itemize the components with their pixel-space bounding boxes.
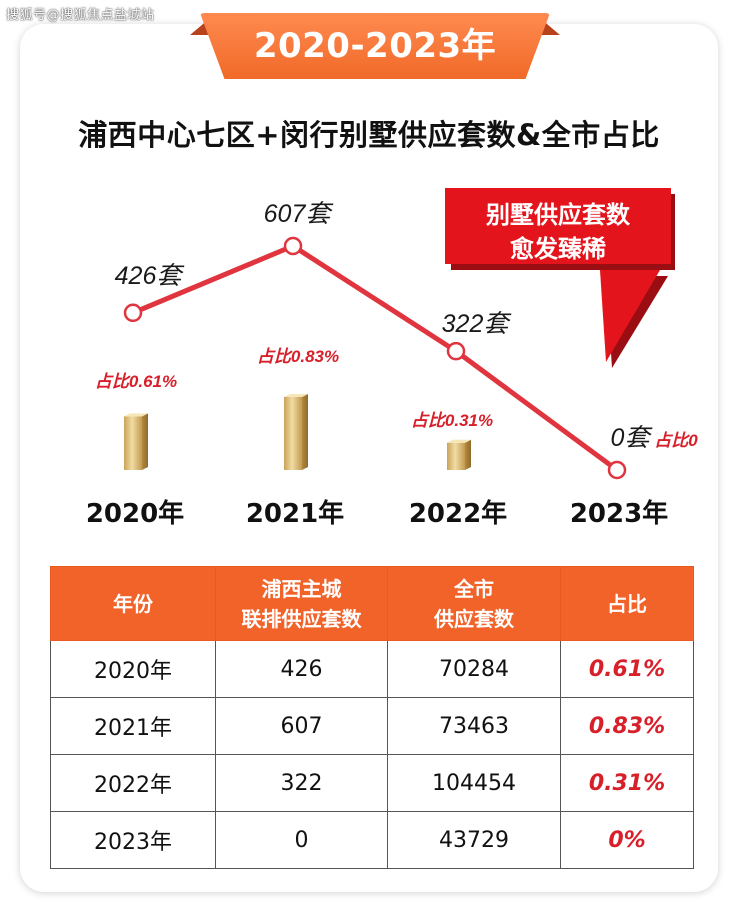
- cell-city-supply: 104454: [387, 754, 561, 812]
- cell-ratio: 0%: [560, 811, 694, 869]
- callout-box: 别墅供应套数 愈发臻稀: [445, 188, 681, 282]
- x-tick-label-2: 2022年: [409, 498, 507, 529]
- bar-2: [447, 442, 465, 470]
- ratio-label-3: 占比0: [654, 431, 698, 450]
- banner-tab: [200, 13, 550, 79]
- header-line: 全市: [454, 576, 494, 601]
- header-city-supply: 全市 供应套数: [387, 566, 561, 641]
- cell-ratio: 0.61%: [560, 640, 694, 698]
- cell-ratio: 0.83%: [560, 697, 694, 755]
- callout-shape: [445, 188, 675, 270]
- data-table: 年份 浦西主城联排供应套数 全市供应套数 占比 2020年 426 70284 0.6…: [50, 566, 694, 869]
- chart-svg: 426套 607套 322套 0套 占比0.61% 占比0.83% 占比0.31% 占比0 20…: [86, 200, 698, 529]
- table-row: 2021年 607 73463 0.83%: [50, 697, 694, 755]
- bar-top-1: [284, 393, 308, 397]
- bar-top-0: [124, 413, 148, 417]
- cell-ratio: 0.31%: [560, 754, 694, 812]
- cell-local-supply: 607: [215, 697, 388, 755]
- callout-line-2: 愈发臻稀: [510, 235, 606, 263]
- ratio-label-2: 占比0.31%: [411, 411, 493, 430]
- header-line: 占比: [607, 591, 647, 616]
- cell-local-supply: 322: [215, 754, 388, 812]
- table-header-row: 年份 浦西主城联排供应套数 全市供应套数 占比: [50, 566, 694, 641]
- header-line: 年份: [113, 591, 153, 616]
- cell-year: 2020年: [50, 640, 216, 698]
- callout-text: 别墅供应套数 愈发臻稀: [445, 198, 671, 266]
- table-row: 2022年 322 104454 0.31%: [50, 754, 694, 812]
- cell-city-supply: 43729: [387, 811, 561, 869]
- header-line: 供应套数: [434, 606, 514, 631]
- callout-line-1: 别墅供应套数: [486, 201, 630, 229]
- header-local-supply: 浦西主城联排供应套数: [215, 566, 388, 641]
- header-line: 浦西主城: [261, 576, 342, 601]
- bar-top-2: [447, 439, 471, 443]
- cell-year: 2021年: [50, 697, 216, 755]
- line-point-3: [607, 460, 627, 480]
- line-point-0: [123, 303, 143, 323]
- table-row: 2023年 0 43729 0%: [50, 811, 694, 869]
- line-layer: [123, 236, 627, 480]
- header-year: 年份: [50, 566, 216, 641]
- line-point-2: [446, 341, 466, 361]
- watermark: 搜狐号@搜狐焦点盐城站: [6, 8, 155, 23]
- cell-city-supply: 73463: [387, 697, 561, 755]
- table-row: 2020年 426 70284 0.61%: [50, 640, 694, 698]
- bar-side-0: [142, 413, 148, 470]
- callout-tail: [600, 270, 660, 362]
- line-point-1: [283, 236, 303, 256]
- series-line: [132, 243, 619, 473]
- line-value-label-3: 0套: [611, 424, 654, 452]
- bar-side-1: [302, 393, 308, 470]
- cell-local-supply: 426: [215, 640, 388, 698]
- bar-side-2: [465, 439, 471, 470]
- year-banner: 2020-2023年: [190, 13, 560, 79]
- x-tick-label-1: 2021年: [246, 498, 344, 529]
- header-line: 联排供应套数: [241, 606, 362, 631]
- cell-city-supply: 70284: [387, 640, 561, 698]
- cell-year: 2022年: [50, 754, 216, 812]
- cell-local-supply: 0: [215, 811, 388, 869]
- line-value-label-0: 426套: [115, 262, 186, 290]
- chart-title: 浦西中心七区+闵行别墅供应套数&全市占比: [78, 118, 660, 152]
- header-ratio: 占比: [560, 566, 694, 641]
- banner-label: 2020-2023年: [253, 26, 497, 66]
- bars-layer: [124, 393, 471, 470]
- line-value-label-1: 607套: [264, 200, 335, 228]
- cell-year: 2023年: [50, 811, 216, 869]
- x-tick-label-3: 2023年: [570, 498, 668, 529]
- bar-1: [284, 396, 302, 470]
- ratio-label-1: 占比0.83%: [257, 347, 339, 366]
- bar-0: [124, 416, 142, 470]
- line-value-label-2: 322套: [442, 310, 513, 338]
- x-tick-label-0: 2020年: [86, 498, 184, 529]
- ratio-label-0: 占比0.61%: [95, 372, 177, 391]
- labels-layer: 426套 607套 322套 0套 占比0.61% 占比0.83% 占比0.31% 占比0 20…: [86, 200, 698, 529]
